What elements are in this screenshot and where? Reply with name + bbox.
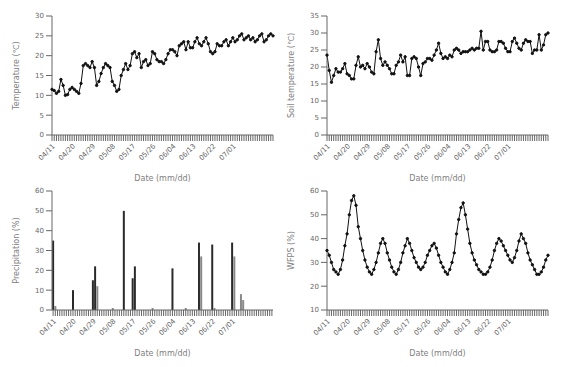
svg-text:40: 40 <box>35 227 44 235</box>
svg-text:06/22: 06/22 <box>473 317 493 337</box>
svg-text:25: 25 <box>35 32 44 40</box>
svg-text:05/08: 05/08 <box>372 142 392 162</box>
svg-text:06/13: 06/13 <box>177 317 197 337</box>
svg-text:05/26: 05/26 <box>137 142 157 162</box>
svg-text:15: 15 <box>35 72 44 80</box>
svg-text:10: 10 <box>35 92 44 100</box>
svg-text:05/08: 05/08 <box>98 317 118 337</box>
svg-text:06/22: 06/22 <box>473 142 493 162</box>
svg-text:05/17: 05/17 <box>117 142 137 162</box>
svg-text:04/20: 04/20 <box>57 142 77 162</box>
svg-text:35: 35 <box>310 12 319 20</box>
svg-text:30: 30 <box>35 247 44 255</box>
svg-text:04/29: 04/29 <box>352 142 372 162</box>
svg-text:30: 30 <box>310 259 319 267</box>
svg-text:05/26: 05/26 <box>138 317 158 337</box>
svg-text:60: 60 <box>35 187 44 195</box>
svg-text:06/13: 06/13 <box>453 142 473 162</box>
svg-text:04/11: 04/11 <box>37 142 57 162</box>
svg-text:10: 10 <box>310 306 319 314</box>
svg-text:Date (mm/dd): Date (mm/dd) <box>409 174 465 183</box>
svg-text:20: 20 <box>310 63 319 71</box>
svg-text:0: 0 <box>40 306 44 314</box>
svg-text:06/13: 06/13 <box>178 142 198 162</box>
svg-text:Temperature (℃): Temperature (℃) <box>12 41 21 110</box>
svg-text:20: 20 <box>310 283 319 291</box>
svg-text:25: 25 <box>310 46 319 54</box>
svg-text:04/20: 04/20 <box>332 142 352 162</box>
svg-text:50: 50 <box>35 207 44 215</box>
svg-text:05/08: 05/08 <box>372 317 392 337</box>
svg-text:04/20: 04/20 <box>332 317 352 337</box>
svg-text:06/22: 06/22 <box>198 142 218 162</box>
svg-text:05/17: 05/17 <box>392 142 412 162</box>
svg-text:Date (mm/dd): Date (mm/dd) <box>409 349 465 358</box>
svg-text:05/08: 05/08 <box>97 142 117 162</box>
svg-text:05/17: 05/17 <box>118 317 138 337</box>
svg-text:30: 30 <box>35 12 44 20</box>
svg-text:0: 0 <box>40 131 44 139</box>
svg-text:Precipitation (%): Precipitation (%) <box>12 217 21 283</box>
svg-text:07/01: 07/01 <box>493 317 513 337</box>
svg-text:07/01: 07/01 <box>493 142 513 162</box>
svg-text:Soil temperature (℃): Soil temperature (℃) <box>287 33 296 118</box>
svg-text:04/11: 04/11 <box>312 142 332 162</box>
svg-text:40: 40 <box>310 235 319 243</box>
svg-text:5: 5 <box>40 112 44 120</box>
svg-text:04/20: 04/20 <box>58 317 78 337</box>
svg-text:WFPS (%): WFPS (%) <box>287 231 296 270</box>
svg-text:05/26: 05/26 <box>412 142 432 162</box>
svg-text:50: 50 <box>310 211 319 219</box>
svg-text:04/29: 04/29 <box>77 142 97 162</box>
svg-text:60: 60 <box>310 187 319 195</box>
svg-text:07/01: 07/01 <box>218 142 238 162</box>
svg-text:04/29: 04/29 <box>78 317 98 337</box>
svg-text:04/29: 04/29 <box>352 317 372 337</box>
svg-text:20: 20 <box>35 267 44 275</box>
svg-text:0: 0 <box>315 131 319 139</box>
svg-text:Date (mm/dd): Date (mm/dd) <box>134 349 190 358</box>
svg-text:Date (mm/dd): Date (mm/dd) <box>134 174 190 183</box>
svg-text:15: 15 <box>310 80 319 88</box>
svg-text:06/04: 06/04 <box>157 317 177 337</box>
svg-text:5: 5 <box>315 114 319 122</box>
svg-text:05/17: 05/17 <box>392 317 412 337</box>
svg-text:10: 10 <box>35 287 44 295</box>
svg-text:05/26: 05/26 <box>412 317 432 337</box>
svg-text:06/04: 06/04 <box>433 317 453 337</box>
svg-text:06/04: 06/04 <box>433 142 453 162</box>
svg-text:07/01: 07/01 <box>217 317 237 337</box>
svg-text:06/22: 06/22 <box>197 317 217 337</box>
svg-text:06/04: 06/04 <box>158 142 178 162</box>
svg-text:10: 10 <box>310 97 319 105</box>
svg-text:06/13: 06/13 <box>453 317 473 337</box>
svg-text:04/11: 04/11 <box>38 317 58 337</box>
svg-text:30: 30 <box>310 29 319 37</box>
svg-text:04/11: 04/11 <box>312 317 332 337</box>
svg-text:20: 20 <box>35 52 44 60</box>
